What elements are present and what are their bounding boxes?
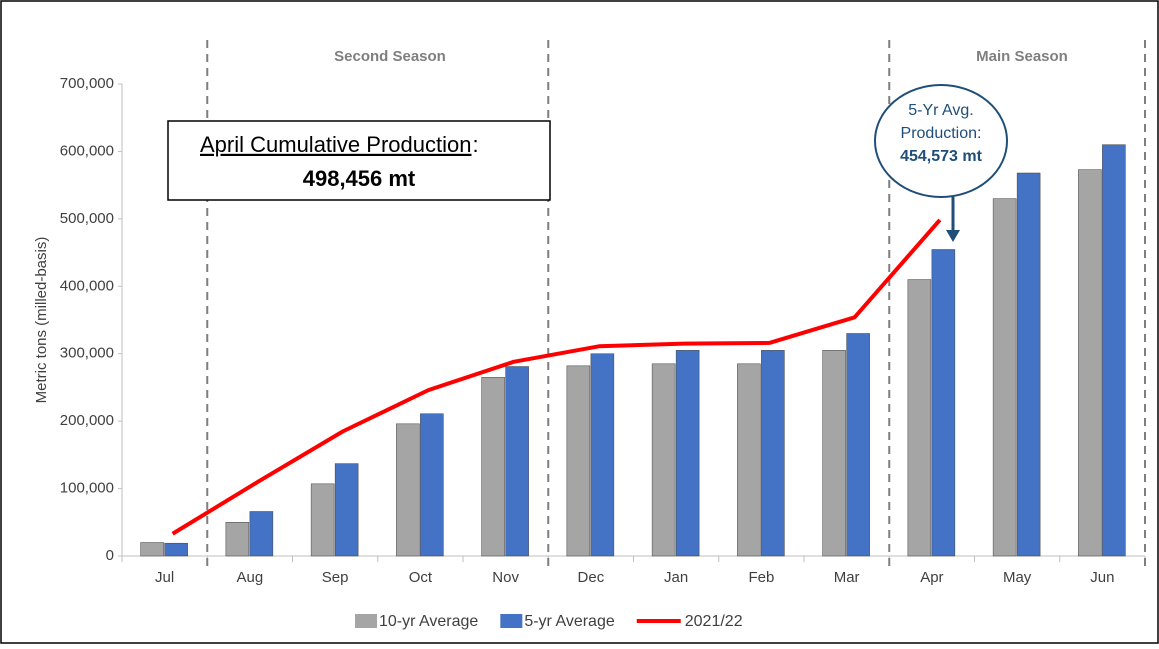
bar (931, 249, 956, 557)
legend-swatch (500, 614, 523, 628)
annotation-title: April Cumulative Production (200, 132, 471, 157)
bar (907, 279, 932, 557)
annotation-colon: : (472, 132, 478, 157)
x-tick-label: Oct (409, 569, 433, 586)
bar (651, 363, 676, 557)
y-tick-label: 600,000 (60, 142, 114, 159)
bar (590, 353, 615, 557)
x-tick-label: Feb (748, 569, 774, 586)
legend-label: 10-yr Average (379, 613, 478, 630)
bar (140, 542, 164, 557)
bar (992, 198, 1017, 557)
x-tick-label: Jul (155, 569, 174, 586)
x-tick-label: Dec (578, 569, 605, 586)
x-tick-label: Nov (492, 569, 519, 586)
bar (566, 365, 591, 557)
callout-text: Production: (901, 125, 982, 142)
bar (1016, 172, 1041, 557)
y-tick-label: 300,000 (60, 345, 114, 362)
callout-text: 5-Yr Avg. (908, 102, 974, 119)
bar (420, 413, 444, 557)
y-tick-label: 0 (106, 547, 114, 564)
y-tick-label: 200,000 (60, 412, 114, 429)
x-tick-label: Sep (322, 569, 349, 586)
bar (334, 463, 359, 557)
annotation-value: 498,456 mt (303, 166, 416, 191)
season-label: Main Season (976, 48, 1068, 65)
bar (737, 363, 761, 557)
y-tick-label: 700,000 (60, 75, 114, 92)
callout-arrowhead (946, 230, 960, 242)
bar (1078, 169, 1102, 557)
bar (225, 522, 250, 557)
y-tick-label: 100,000 (60, 480, 114, 497)
bar (846, 333, 870, 557)
bar (249, 511, 274, 557)
bar (761, 350, 785, 557)
x-tick-label: Jan (664, 569, 688, 586)
bar (164, 542, 188, 557)
x-tick-label: Jun (1090, 569, 1114, 586)
callout-text: 454,573 mt (900, 148, 983, 165)
legend-swatch (355, 614, 377, 628)
x-tick-label: May (1003, 569, 1032, 586)
bar (505, 366, 529, 557)
legend-label: 2021/22 (685, 613, 743, 630)
x-tick-label: Aug (237, 569, 264, 586)
bar (675, 350, 700, 557)
legend-label: 5-yr Average (524, 613, 615, 630)
annotation-box (167, 120, 551, 201)
y-tick-label: 500,000 (60, 210, 114, 227)
bar (310, 483, 335, 557)
callout (874, 84, 1008, 198)
season-label: Second Season (334, 48, 446, 65)
x-tick-label: Apr (920, 569, 943, 586)
y-axis-label: Metric tons (milled-basis) (33, 237, 50, 404)
bar (822, 350, 846, 557)
bar (396, 423, 420, 557)
x-tick-label: Mar (834, 569, 860, 586)
y-tick-label: 400,000 (60, 277, 114, 294)
line-series (171, 218, 942, 536)
bar (481, 377, 505, 557)
bar (1102, 144, 1126, 557)
